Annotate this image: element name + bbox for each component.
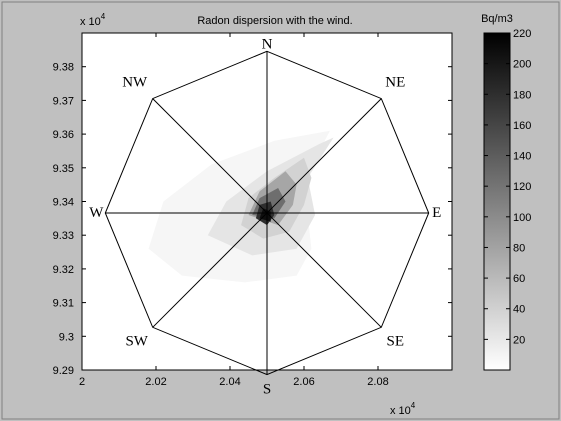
x-axis-exponent-power: 4 [411, 401, 416, 410]
colorbar-tick-label: 40 [513, 304, 525, 316]
y-axis-exponent-power: 4 [101, 12, 106, 21]
compass-label-ne: NE [385, 75, 405, 91]
colorbar-tick-label: 120 [513, 181, 531, 193]
x-axis-exponent-base: x 10 [390, 405, 411, 417]
colorbar-tick-label: 200 [513, 59, 531, 71]
x-tick-label: 2.06 [293, 376, 314, 388]
compass-spoke-se [266, 212, 382, 328]
x-tick-label: 2.08 [367, 376, 388, 388]
x-axis-ticks: 2 2.02 2.04 2.06 2.08 [79, 33, 389, 388]
compass-spoke-nw [152, 98, 268, 214]
y-tick-label: 9.36 [53, 129, 74, 141]
y-tick-label: 9.35 [53, 163, 74, 175]
y-axis-exponent: x 104 [80, 12, 106, 28]
y-tick-label: 9.32 [53, 264, 74, 276]
compass-label-sw: SW [125, 333, 148, 349]
compass-spoke-ne [266, 98, 382, 214]
colorbar-tick-label: 140 [513, 151, 531, 163]
compass-rose: N NE E SE S SW W NW [89, 36, 441, 397]
colorbar-title: Bq/m3 [481, 13, 513, 25]
x-tick-label: 2.02 [145, 376, 166, 388]
chart-title: Radon dispersion with the wind. [197, 15, 352, 27]
compass-spoke-sw [152, 212, 268, 328]
colorbar-tick-label: 180 [513, 89, 531, 101]
compass-label-s: S [263, 382, 271, 398]
compass-label-nw: NW [122, 75, 148, 91]
colorbar-tick-label: 220 [513, 28, 531, 40]
y-tick-label: 9.31 [53, 298, 74, 310]
colorbar-tick-label: 20 [513, 334, 525, 346]
x-axis-exponent: x 104 [390, 401, 416, 417]
colorbar-ticks: 20 40 60 80 100 120 140 160 180 200 220 [484, 28, 531, 346]
x-tick-label: 2.04 [219, 376, 240, 388]
compass-label-n: N [262, 36, 273, 52]
y-tick-label: 9.3 [59, 331, 74, 343]
y-tick-label: 9.34 [53, 197, 74, 209]
colorbar-tick-label: 160 [513, 120, 531, 132]
y-tick-label: 9.33 [53, 230, 74, 242]
colorbar [483, 32, 511, 371]
x-tick-label: 2 [79, 376, 85, 388]
colorbar-tick-label: 60 [513, 273, 525, 285]
colorbar-tick-label: 100 [513, 212, 531, 224]
compass-label-se: SE [387, 333, 405, 349]
colorbar-tick-label: 80 [513, 242, 525, 254]
compass-label-w: W [89, 205, 104, 221]
y-tick-label: 9.29 [53, 365, 74, 377]
y-tick-label: 9.37 [53, 95, 74, 107]
y-axis-exponent-base: x 10 [80, 16, 101, 28]
y-axis-ticks: 9.29 9.3 9.31 9.32 9.33 9.34 9.35 9.36 9.37 9.38 [53, 62, 452, 377]
y-tick-label: 9.38 [53, 62, 74, 74]
compass-label-e: E [432, 205, 441, 221]
